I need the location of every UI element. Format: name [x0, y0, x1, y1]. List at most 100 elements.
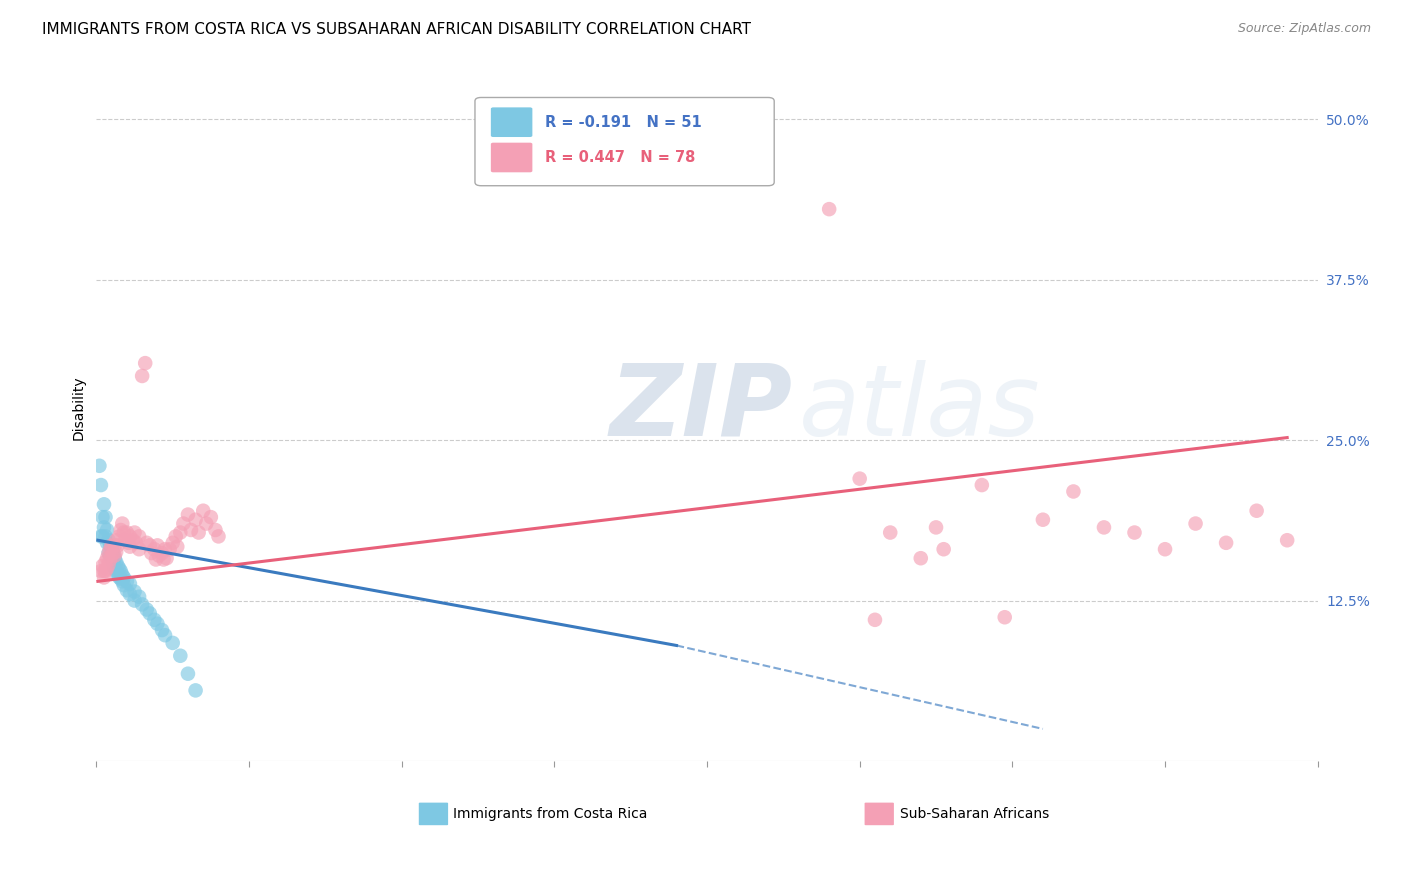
- Text: IMMIGRANTS FROM COSTA RICA VS SUBSAHARAN AFRICAN DISABILITY CORRELATION CHART: IMMIGRANTS FROM COSTA RICA VS SUBSAHARAN…: [42, 22, 751, 37]
- Point: [90, 478, 112, 492]
- Point: [114, 533, 136, 548]
- Point: [207, 529, 229, 543]
- Text: Source: ZipAtlas.com: Source: ZipAtlas.com: [1237, 22, 1371, 36]
- Point: [89, 458, 111, 473]
- Point: [172, 516, 194, 531]
- Point: [118, 540, 141, 554]
- Point: [1032, 513, 1054, 527]
- Point: [139, 607, 162, 621]
- Point: [166, 540, 188, 554]
- Point: [97, 533, 120, 548]
- Point: [105, 545, 128, 559]
- Point: [193, 504, 215, 518]
- Point: [115, 583, 138, 598]
- Point: [177, 666, 200, 681]
- Point: [93, 520, 115, 534]
- Point: [970, 478, 993, 492]
- Point: [124, 584, 146, 599]
- Point: [143, 613, 166, 627]
- Point: [104, 549, 127, 563]
- Point: [135, 602, 157, 616]
- Point: [115, 525, 138, 540]
- Point: [112, 578, 135, 592]
- Point: [101, 555, 124, 569]
- Point: [94, 529, 117, 543]
- Text: atlas: atlas: [799, 359, 1040, 457]
- Point: [90, 564, 112, 578]
- FancyBboxPatch shape: [865, 803, 894, 825]
- Text: R = 0.447   N = 78: R = 0.447 N = 78: [544, 150, 695, 165]
- Point: [128, 542, 150, 557]
- Point: [932, 542, 955, 557]
- Point: [108, 570, 131, 584]
- Point: [96, 561, 118, 575]
- Point: [1092, 520, 1115, 534]
- Point: [105, 555, 128, 569]
- Point: [159, 542, 181, 557]
- Point: [1275, 533, 1298, 548]
- Point: [118, 587, 141, 601]
- Point: [100, 551, 122, 566]
- Point: [101, 546, 124, 560]
- Point: [104, 561, 127, 575]
- Point: [1123, 525, 1146, 540]
- Point: [925, 520, 948, 534]
- Point: [108, 561, 131, 575]
- Point: [134, 356, 156, 370]
- Point: [97, 546, 120, 560]
- Point: [98, 538, 121, 552]
- Point: [96, 536, 118, 550]
- Point: [1062, 484, 1084, 499]
- Point: [91, 510, 114, 524]
- Point: [143, 542, 166, 557]
- Point: [128, 529, 150, 543]
- Point: [100, 549, 122, 563]
- Point: [110, 564, 132, 578]
- Point: [141, 546, 163, 560]
- Point: [100, 538, 122, 552]
- Point: [98, 552, 121, 566]
- Point: [94, 564, 117, 578]
- Text: Sub-Saharan Africans: Sub-Saharan Africans: [900, 807, 1049, 821]
- FancyBboxPatch shape: [491, 143, 533, 172]
- FancyBboxPatch shape: [475, 97, 775, 186]
- Point: [111, 574, 134, 589]
- Point: [1246, 504, 1268, 518]
- Point: [98, 549, 121, 563]
- Point: [177, 508, 200, 522]
- Point: [115, 574, 138, 589]
- Point: [104, 551, 127, 566]
- Point: [135, 536, 157, 550]
- Point: [1154, 542, 1177, 557]
- Point: [1184, 516, 1206, 531]
- Point: [91, 558, 114, 573]
- Point: [150, 623, 173, 637]
- FancyBboxPatch shape: [491, 107, 533, 137]
- Point: [910, 551, 932, 566]
- Point: [93, 497, 115, 511]
- Point: [110, 523, 132, 537]
- Point: [118, 577, 141, 591]
- Text: ZIP: ZIP: [609, 359, 793, 457]
- Point: [122, 533, 145, 548]
- Point: [162, 636, 184, 650]
- Point: [94, 555, 117, 569]
- Point: [155, 551, 177, 566]
- Point: [96, 523, 118, 537]
- Point: [90, 529, 112, 543]
- Point: [153, 628, 176, 642]
- Point: [117, 536, 139, 550]
- Point: [152, 552, 174, 566]
- Point: [124, 593, 146, 607]
- Point: [184, 683, 207, 698]
- Point: [107, 538, 129, 552]
- Point: [97, 546, 120, 560]
- Point: [994, 610, 1017, 624]
- Point: [184, 513, 207, 527]
- Point: [204, 523, 226, 537]
- Point: [879, 525, 901, 540]
- Point: [145, 552, 167, 566]
- Point: [112, 570, 135, 584]
- Point: [118, 529, 141, 543]
- Point: [146, 616, 169, 631]
